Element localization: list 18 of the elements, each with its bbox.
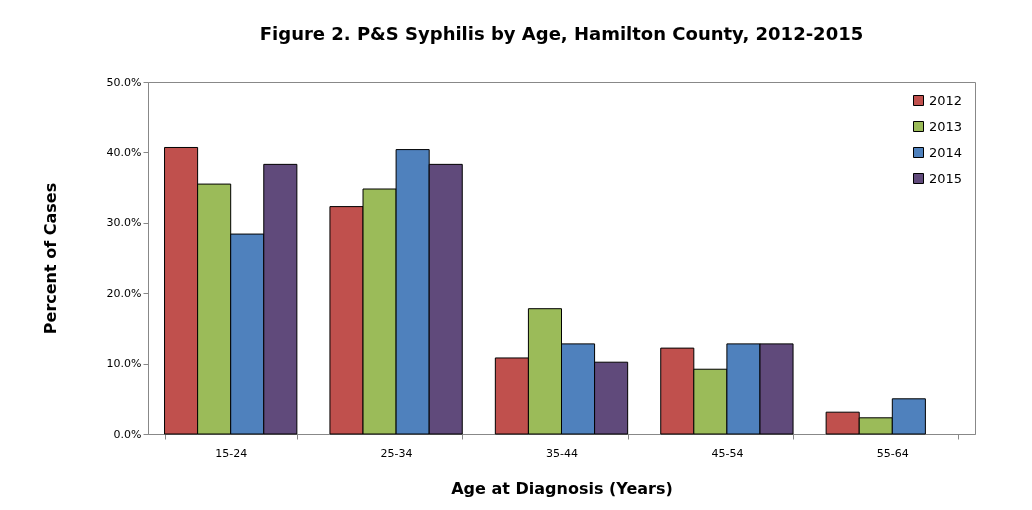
legend-label: 2015: [929, 170, 963, 186]
y-tick-label: 40.0%: [106, 145, 142, 159]
chart-title: Figure 2. P&S Syphilis by Age, Hamilton County, 2012-2015: [259, 23, 864, 44]
legend-label: 2014: [929, 144, 963, 160]
legend-label: 2013: [929, 118, 963, 134]
y-axis-title: Percent of Cases: [40, 182, 60, 335]
x-tick-label: 35-44: [546, 446, 578, 460]
y-tick-label: 10.0%: [106, 357, 142, 371]
y-tick-label: 30.0%: [106, 216, 142, 230]
x-tick-label: 45-54: [711, 446, 744, 460]
x-tick-label: 25-34: [380, 446, 413, 460]
x-tick-label: 55-64: [876, 446, 909, 460]
legend-label: 2012: [929, 92, 963, 108]
y-tick-label: 0.0%: [113, 427, 142, 441]
y-tick-label: 20.0%: [106, 286, 142, 300]
y-tick-label: 50.0%: [106, 75, 142, 89]
x-tick-label: 15-24: [215, 446, 248, 460]
x-axis-title: Age at Diagnosis (Years): [451, 478, 673, 498]
